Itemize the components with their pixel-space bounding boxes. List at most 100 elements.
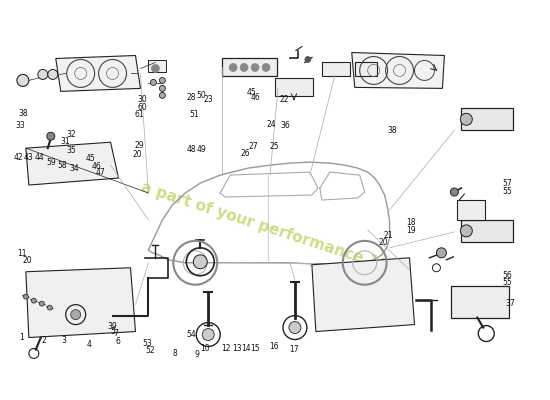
Text: 61: 61 (134, 110, 144, 119)
Circle shape (48, 70, 58, 80)
Circle shape (39, 301, 45, 306)
Text: 50: 50 (197, 91, 206, 100)
Circle shape (47, 132, 55, 140)
Text: 58: 58 (57, 161, 67, 170)
Text: 55: 55 (503, 187, 512, 196)
Text: 20: 20 (379, 238, 388, 247)
Polygon shape (312, 258, 415, 332)
Circle shape (71, 310, 81, 320)
Polygon shape (352, 52, 444, 88)
Text: 16: 16 (269, 342, 279, 351)
Text: 28: 28 (187, 93, 196, 102)
Text: 6: 6 (116, 337, 120, 346)
Text: 45: 45 (247, 88, 257, 97)
Text: 39: 39 (108, 322, 118, 331)
Text: 48: 48 (187, 145, 196, 154)
Circle shape (229, 64, 237, 72)
Text: 14: 14 (241, 344, 251, 353)
Text: 12: 12 (222, 344, 231, 353)
Text: 10: 10 (201, 344, 210, 353)
Circle shape (38, 70, 48, 80)
Text: 25: 25 (269, 142, 279, 151)
Text: 7: 7 (113, 330, 118, 338)
Text: 36: 36 (280, 120, 290, 130)
Circle shape (437, 248, 447, 258)
Bar (461, 220, 513, 242)
Text: 20: 20 (132, 150, 142, 159)
Text: 54: 54 (187, 330, 196, 339)
Circle shape (460, 225, 472, 237)
Text: 45: 45 (86, 154, 96, 164)
Text: 3: 3 (62, 336, 67, 345)
Circle shape (17, 74, 29, 86)
Text: 34: 34 (69, 164, 79, 173)
Bar (275, 78, 313, 96)
Text: 23: 23 (204, 95, 213, 104)
Circle shape (151, 80, 156, 85)
Text: 13: 13 (232, 344, 241, 353)
Text: 19: 19 (406, 226, 416, 235)
Circle shape (289, 322, 301, 334)
Bar (461, 108, 513, 130)
Text: 15: 15 (250, 344, 260, 353)
Text: 4: 4 (86, 340, 91, 349)
Text: 5: 5 (111, 327, 115, 336)
Text: 27: 27 (248, 142, 258, 151)
Text: 46: 46 (251, 93, 261, 102)
Text: 30: 30 (138, 96, 147, 104)
Bar (322, 62, 350, 76)
Circle shape (24, 294, 29, 299)
Text: 2: 2 (41, 336, 46, 345)
Circle shape (151, 64, 159, 72)
Circle shape (460, 113, 472, 125)
Text: 43: 43 (24, 153, 34, 162)
Text: 22: 22 (279, 95, 289, 104)
Circle shape (262, 64, 270, 72)
Circle shape (47, 305, 52, 310)
Text: 8: 8 (173, 349, 178, 358)
Text: 59: 59 (47, 158, 56, 167)
Circle shape (31, 298, 36, 303)
Text: 26: 26 (240, 149, 250, 158)
Circle shape (240, 64, 248, 72)
Text: a part of your performance 1985: a part of your performance 1985 (139, 180, 411, 280)
Text: 24: 24 (266, 120, 276, 129)
Text: 18: 18 (406, 218, 416, 227)
Bar (148, 60, 167, 72)
Circle shape (160, 78, 166, 84)
Text: 1: 1 (19, 333, 24, 342)
Text: 17: 17 (289, 345, 299, 354)
Circle shape (450, 188, 458, 196)
Text: 46: 46 (91, 162, 101, 171)
Text: 9: 9 (195, 350, 200, 359)
Text: 42: 42 (14, 153, 23, 162)
Polygon shape (56, 56, 140, 91)
Bar (355, 62, 377, 76)
Circle shape (202, 328, 214, 340)
Text: 20: 20 (23, 256, 32, 265)
Text: 57: 57 (503, 179, 512, 188)
Circle shape (160, 92, 166, 98)
Text: 35: 35 (66, 146, 76, 155)
Circle shape (305, 56, 311, 62)
Text: 38: 38 (19, 109, 28, 118)
Text: 11: 11 (17, 249, 26, 258)
Text: 32: 32 (67, 130, 76, 139)
Text: 51: 51 (189, 110, 199, 119)
Text: 38: 38 (388, 126, 397, 135)
Bar (458, 200, 485, 220)
Text: 37: 37 (506, 299, 515, 308)
Circle shape (251, 64, 259, 72)
Bar (222, 58, 277, 76)
Text: 47: 47 (95, 168, 105, 177)
Text: 49: 49 (197, 145, 206, 154)
Circle shape (160, 85, 166, 91)
Polygon shape (26, 142, 119, 185)
Text: 44: 44 (35, 153, 44, 162)
Text: 31: 31 (61, 136, 70, 146)
Polygon shape (26, 268, 135, 338)
Text: 29: 29 (134, 141, 144, 150)
Bar (452, 286, 509, 318)
Text: 53: 53 (142, 339, 152, 348)
Text: 33: 33 (15, 120, 25, 130)
